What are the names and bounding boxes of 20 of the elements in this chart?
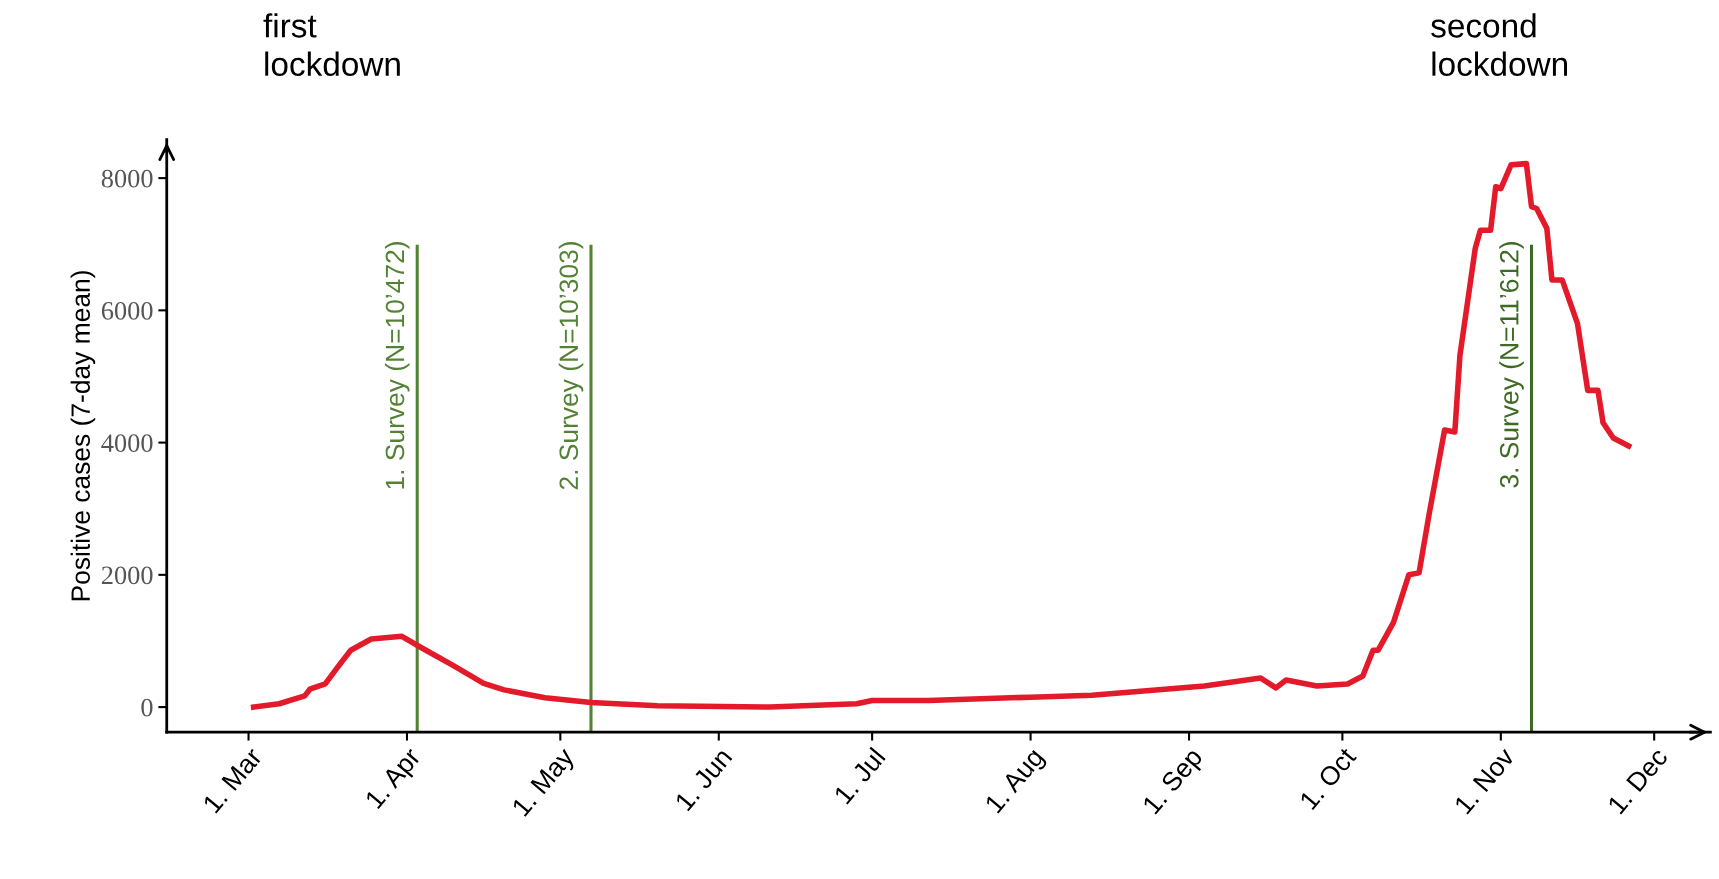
x-tick-label: 1. Nov — [1453, 746, 1516, 815]
x-tick-label: 1. Aug — [984, 747, 1049, 817]
text: second lockdown — [1431, 13, 1568, 76]
ref-line-label: 2. Survey (N=10’303) — [558, 242, 584, 490]
x-tick-label: 1. Mar — [202, 746, 264, 814]
y-tick-label: 4000 — [101, 434, 153, 453]
x-tick-label: 1. Jun — [674, 747, 733, 812]
ref-line-label: 1. Survey (N=10’472) — [384, 242, 410, 489]
y-axis-title: Positive cases (7-day mean) — [70, 271, 96, 601]
y-tick-label: 8000 — [101, 169, 153, 188]
x-tick-label: 1. Apr — [364, 746, 426, 813]
y-tick-label: 6000 — [101, 301, 153, 320]
y-tick-label: 2000 — [101, 566, 153, 585]
x-tick-label: 1. Sep — [1141, 746, 1208, 819]
text: first lockdown — [263, 13, 400, 76]
x-tick-label: 1. Dec — [1607, 746, 1669, 815]
ref-line-label: 3. Survey (N=11’612) — [1499, 242, 1524, 488]
x-tick-label: 1. Oct — [1298, 746, 1358, 811]
y-tick-label: 0 — [141, 698, 153, 717]
x-tick-label: 1. Jul — [832, 746, 886, 805]
